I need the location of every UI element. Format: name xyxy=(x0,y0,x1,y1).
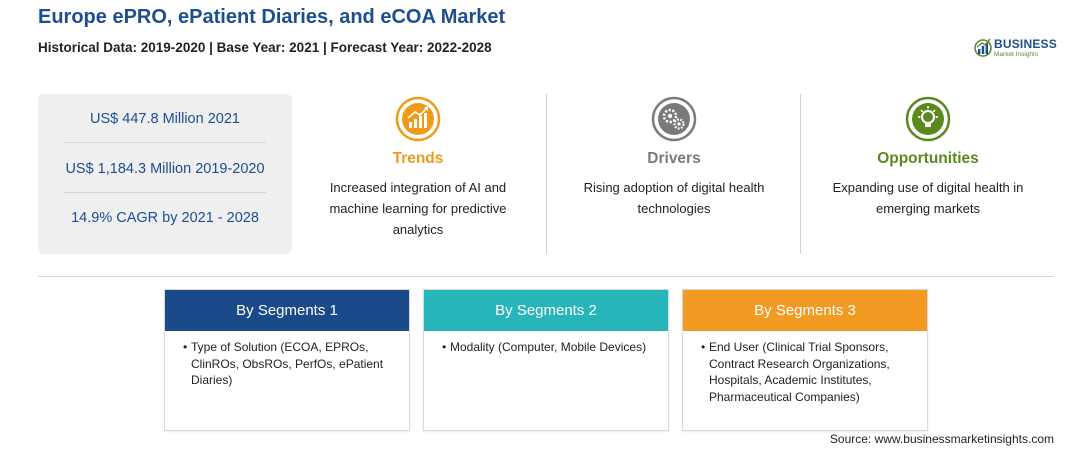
logo-icon xyxy=(974,38,992,57)
segment-list: Modality (Computer, Mobile Devices) xyxy=(424,331,668,356)
opportunities-column: Opportunities Expanding use of digital h… xyxy=(801,96,1055,219)
stat-cagr: 14.9% CAGR by 2021 - 2028 xyxy=(71,210,259,226)
stats-divider xyxy=(64,142,266,143)
drivers-column: Drivers Rising adoption of digital healt… xyxy=(547,96,801,219)
segment-card-2: By Segments 2 Modality (Computer, Mobile… xyxy=(423,289,669,431)
source-citation: Source: www.businessmarketinsights.com xyxy=(829,432,1054,446)
logo-text: BUSINESS xyxy=(994,37,1057,51)
trends-text: Increased integration of AI and machine … xyxy=(329,180,507,237)
stat-market-size-historical: US$ 1,184.3 Million 2019-2020 xyxy=(65,161,265,177)
segment-heading: By Segments 1 xyxy=(165,290,409,331)
stat-market-size-2021: US$ 447.8 Million 2021 xyxy=(90,111,240,127)
drivers-text: Rising adoption of digital health techno… xyxy=(583,180,765,216)
list-item: End User (Clinical Trial Sponsors, Contr… xyxy=(701,339,917,405)
lightbulb-icon xyxy=(905,96,951,142)
page-subtitle: Historical Data: 2019-2020 | Base Year: … xyxy=(38,40,492,55)
drivers-heading: Drivers xyxy=(647,150,701,167)
brand-logo: BUSINESS Market Insights xyxy=(974,36,1064,62)
trends-heading: Trends xyxy=(392,150,444,167)
trends-column: Trends Increased integration of AI and m… xyxy=(291,96,545,240)
growth-chart-icon xyxy=(395,96,441,142)
segment-card-1: By Segments 1 Type of Solution (ECOA, EP… xyxy=(164,289,410,431)
segment-heading: By Segments 3 xyxy=(683,290,927,331)
gears-icon xyxy=(651,96,697,142)
list-item: Type of Solution (ECOA, EPROs, ClinROs, … xyxy=(183,339,399,389)
opportunities-heading: Opportunities xyxy=(877,150,979,167)
column-divider xyxy=(800,94,801,254)
opportunities-text: Expanding use of digital health in emerg… xyxy=(832,180,1024,216)
list-item: Modality (Computer, Mobile Devices) xyxy=(442,339,658,356)
segment-heading: By Segments 2 xyxy=(424,290,668,331)
segment-card-3: By Segments 3 End User (Clinical Trial S… xyxy=(682,289,928,431)
column-divider xyxy=(546,94,547,254)
section-divider xyxy=(38,276,1054,277)
stats-panel: US$ 447.8 Million 2021 US$ 1,184.3 Milli… xyxy=(38,94,292,254)
segment-list: End User (Clinical Trial Sponsors, Contr… xyxy=(683,331,927,405)
logo-tagline: Market Insights xyxy=(994,51,1039,58)
page-title: Europe ePRO, ePatient Diaries, and eCOA … xyxy=(38,6,506,28)
stats-divider xyxy=(64,192,266,193)
segment-list: Type of Solution (ECOA, EPROs, ClinROs, … xyxy=(165,331,409,389)
